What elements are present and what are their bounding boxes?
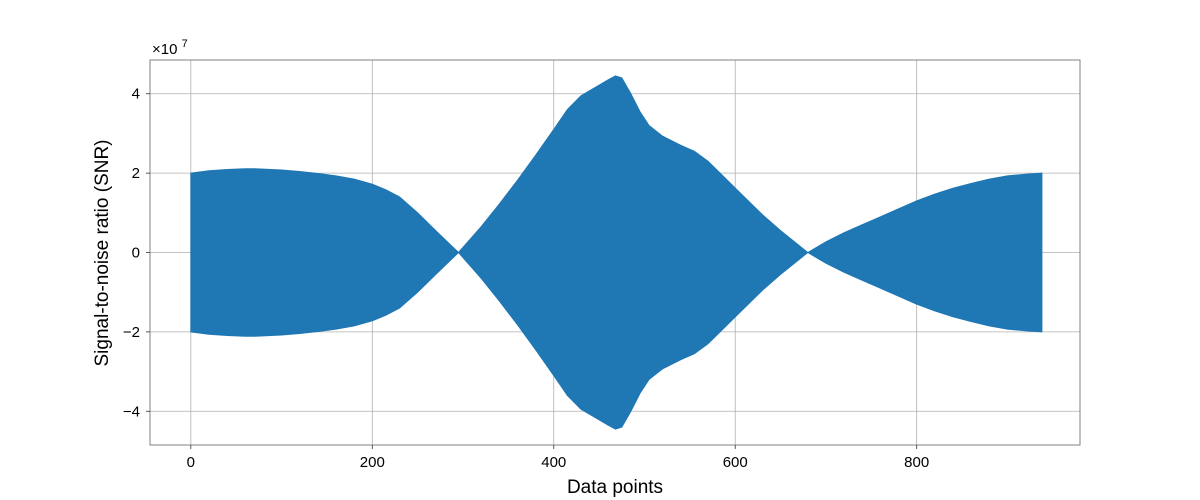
series-envelope [190, 75, 1043, 430]
y-axis-label: Signal-to-noise ratio (SNR) [92, 139, 113, 366]
y-tick-label: 4 [132, 86, 140, 103]
y-offset-base: ×10 [152, 41, 177, 58]
y-offset-label: ×10 7 [152, 38, 188, 58]
x-tick-label: 200 [360, 454, 385, 471]
x-tick-label: 600 [723, 454, 748, 471]
series-layer [190, 75, 1043, 430]
y-tick-label: 2 [132, 165, 140, 182]
x-axis-label: Data points [567, 477, 663, 498]
x-tick-label: 800 [904, 454, 929, 471]
x-tick-label: 0 [187, 454, 195, 471]
ticks-layer: 0 200 400 600 800 −4 −2 0 2 4 [123, 86, 929, 471]
y-tick-label: −2 [123, 324, 140, 341]
y-tick-label: −4 [123, 403, 140, 420]
x-tick-label: 400 [541, 454, 566, 471]
y-tick-label: 0 [132, 245, 140, 262]
y-offset-exponent: 7 [182, 38, 188, 50]
